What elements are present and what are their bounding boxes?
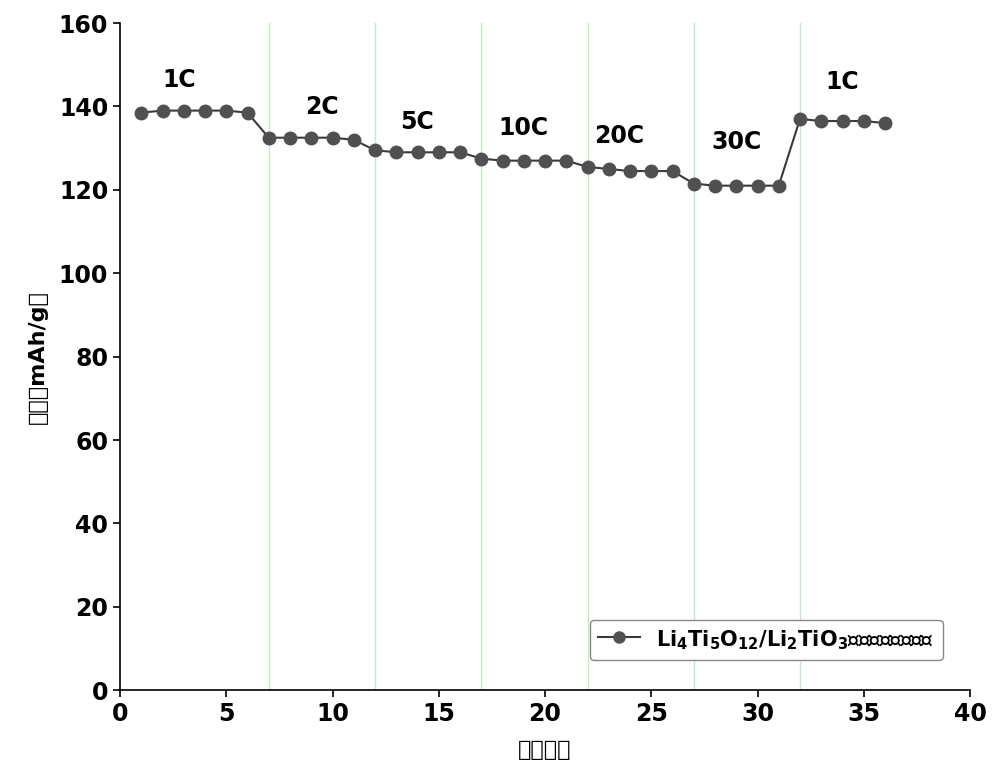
Text: 1C: 1C	[163, 67, 196, 92]
Text: 30C: 30C	[711, 130, 761, 154]
Text: 20C: 20C	[594, 124, 644, 148]
Text: 5C: 5C	[401, 110, 434, 133]
Text: 2C: 2C	[305, 95, 339, 119]
Text: 1C: 1C	[826, 70, 859, 94]
Legend: Li$_4$Ti$_5$O$_{12}$/Li$_2$TiO$_3$复合材料的半电池: Li$_4$Ti$_5$O$_{12}$/Li$_2$TiO$_3$复合材料的半…	[590, 620, 943, 660]
Text: 10C: 10C	[499, 116, 549, 140]
Y-axis label: 容量（mAh/g）: 容量（mAh/g）	[28, 290, 48, 423]
X-axis label: 循环次数: 循环次数	[518, 740, 572, 760]
